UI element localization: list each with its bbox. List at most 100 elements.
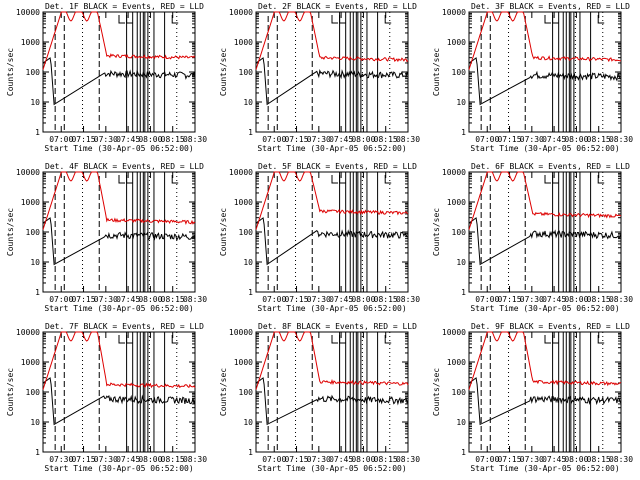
series-line-lld	[255, 331, 409, 390]
y-tick-label: 100	[26, 228, 41, 237]
x-tick-label: 07:30	[94, 295, 118, 304]
x-tick-label: 07:45	[542, 135, 566, 144]
y-tick-label: 10000	[442, 168, 466, 177]
y-tick-label: 100	[239, 228, 254, 237]
x-tick-label: 07:45	[542, 295, 566, 304]
plot-frame	[468, 11, 622, 133]
bracket-mark	[544, 15, 551, 24]
x-tick-label: 07:45	[329, 295, 353, 304]
x-tick-label: 08:30	[183, 455, 207, 464]
x-axis-label: Start Time (30-Apr-05 06:52:00)	[257, 464, 406, 473]
bracket-mark	[331, 15, 338, 24]
y-axis-label: Counts/sec	[432, 368, 441, 416]
series-line-lld	[468, 11, 622, 70]
y-tick-label: 10000	[16, 8, 40, 17]
series-line-events	[42, 377, 196, 426]
y-tick-label: 1	[461, 128, 466, 137]
bracket-mark	[126, 335, 133, 344]
x-tick-label: 07:45	[329, 455, 353, 464]
x-tick-label: 08:00	[138, 455, 162, 464]
x-tick-label: 08:15	[587, 135, 611, 144]
y-tick-label: 1	[35, 288, 40, 297]
x-axis-label: Start Time (30-Apr-05 06:52:00)	[44, 464, 193, 473]
x-axis-label: Start Time (30-Apr-05 06:52:00)	[257, 144, 406, 153]
series-line-lld	[468, 171, 622, 230]
x-tick-label: 07:30	[520, 295, 544, 304]
y-tick-label: 10	[30, 98, 40, 107]
x-tick-label: 07:15	[71, 135, 95, 144]
y-tick-label: 1000	[447, 38, 466, 47]
panel-title: Det. 9F BLACK = Events, RED = LLD	[471, 322, 630, 331]
plot-frame	[468, 331, 622, 453]
x-tick-label: 07:45	[542, 455, 566, 464]
x-tick-label: 08:30	[183, 135, 207, 144]
x-tick-label: 07:15	[71, 455, 95, 464]
x-axis-label: Start Time (30-Apr-05 06:52:00)	[470, 304, 619, 313]
x-axis-label: Start Time (30-Apr-05 06:52:00)	[44, 304, 193, 313]
plot-frame	[255, 171, 409, 293]
bracket-mark	[126, 15, 133, 24]
bracket-mark	[597, 335, 605, 344]
bracket-mark	[331, 335, 338, 344]
y-tick-label: 1000	[447, 358, 466, 367]
bracket-mark	[597, 15, 605, 24]
x-tick-label: 08:15	[374, 295, 398, 304]
x-axis-label: Start Time (30-Apr-05 06:52:00)	[470, 464, 619, 473]
panel-det-9: Det. 9F BLACK = Events, RED = LLD 1 10 100 1…	[432, 322, 633, 473]
series-line-lld	[468, 331, 622, 390]
x-axis-label: Start Time (30-Apr-05 06:52:00)	[257, 304, 406, 313]
panel-det-6: Det. 6F BLACK = Events, RED = LLD 1 10 100 1…	[432, 162, 633, 313]
x-tick-label: 07:30	[94, 455, 118, 464]
panel-title: Det. 6F BLACK = Events, RED = LLD	[471, 162, 630, 171]
x-tick-label: 07:15	[284, 135, 308, 144]
x-tick-label: 08:15	[161, 295, 185, 304]
series-line-lld	[255, 171, 409, 230]
y-axis-label: Counts/sec	[219, 208, 228, 256]
x-tick-label: 07:00	[475, 295, 499, 304]
x-tick-label: 07:30	[49, 455, 73, 464]
y-tick-label: 10000	[442, 8, 466, 17]
x-axis-label: Start Time (30-Apr-05 06:52:00)	[470, 144, 619, 153]
y-tick-label: 1	[248, 448, 253, 457]
x-tick-label: 08:30	[609, 295, 633, 304]
y-tick-label: 1	[461, 288, 466, 297]
series-line-events	[42, 57, 196, 106]
panel-det-7: Det. 7F BLACK = Events, RED = LLD 1 10 100 1…	[6, 322, 207, 473]
panel-title: Det. 8F BLACK = Events, RED = LLD	[258, 322, 417, 331]
bracket-mark	[384, 335, 392, 344]
plot-frame	[42, 331, 196, 453]
bracket-mark	[118, 175, 125, 184]
panel-title: Det. 1F BLACK = Events, RED = LLD	[45, 2, 204, 11]
series-line-events	[468, 377, 622, 426]
panel-det-5: Det. 5F BLACK = Events, RED = LLD 1 10 100 1…	[219, 162, 420, 313]
y-tick-label: 10	[30, 418, 40, 427]
x-tick-label: 08:00	[351, 455, 375, 464]
y-tick-label: 1	[35, 128, 40, 137]
x-axis-label: Start Time (30-Apr-05 06:52:00)	[44, 144, 193, 153]
panel-title: Det. 2F BLACK = Events, RED = LLD	[258, 2, 417, 11]
plot-frame	[42, 171, 196, 293]
y-tick-label: 1	[248, 128, 253, 137]
y-tick-label: 1	[461, 448, 466, 457]
y-tick-label: 10	[456, 258, 466, 267]
y-tick-label: 10000	[229, 168, 253, 177]
plot-frame	[42, 11, 196, 133]
x-tick-label: 08:15	[587, 455, 611, 464]
y-tick-label: 1000	[234, 358, 253, 367]
bracket-mark	[126, 175, 133, 184]
bracket-mark	[384, 15, 392, 24]
y-tick-label: 10000	[16, 168, 40, 177]
series-line-events	[42, 217, 196, 266]
y-axis-label: Counts/sec	[6, 48, 15, 96]
series-line-events	[468, 57, 622, 106]
plot-frame	[255, 11, 409, 133]
bracket-mark	[171, 335, 179, 344]
x-tick-label: 08:00	[138, 135, 162, 144]
y-tick-label: 10	[456, 418, 466, 427]
bracket-mark	[552, 15, 559, 24]
y-tick-label: 10000	[229, 328, 253, 337]
x-tick-label: 08:00	[564, 295, 588, 304]
x-tick-label: 07:15	[284, 455, 308, 464]
y-tick-label: 1000	[21, 358, 40, 367]
